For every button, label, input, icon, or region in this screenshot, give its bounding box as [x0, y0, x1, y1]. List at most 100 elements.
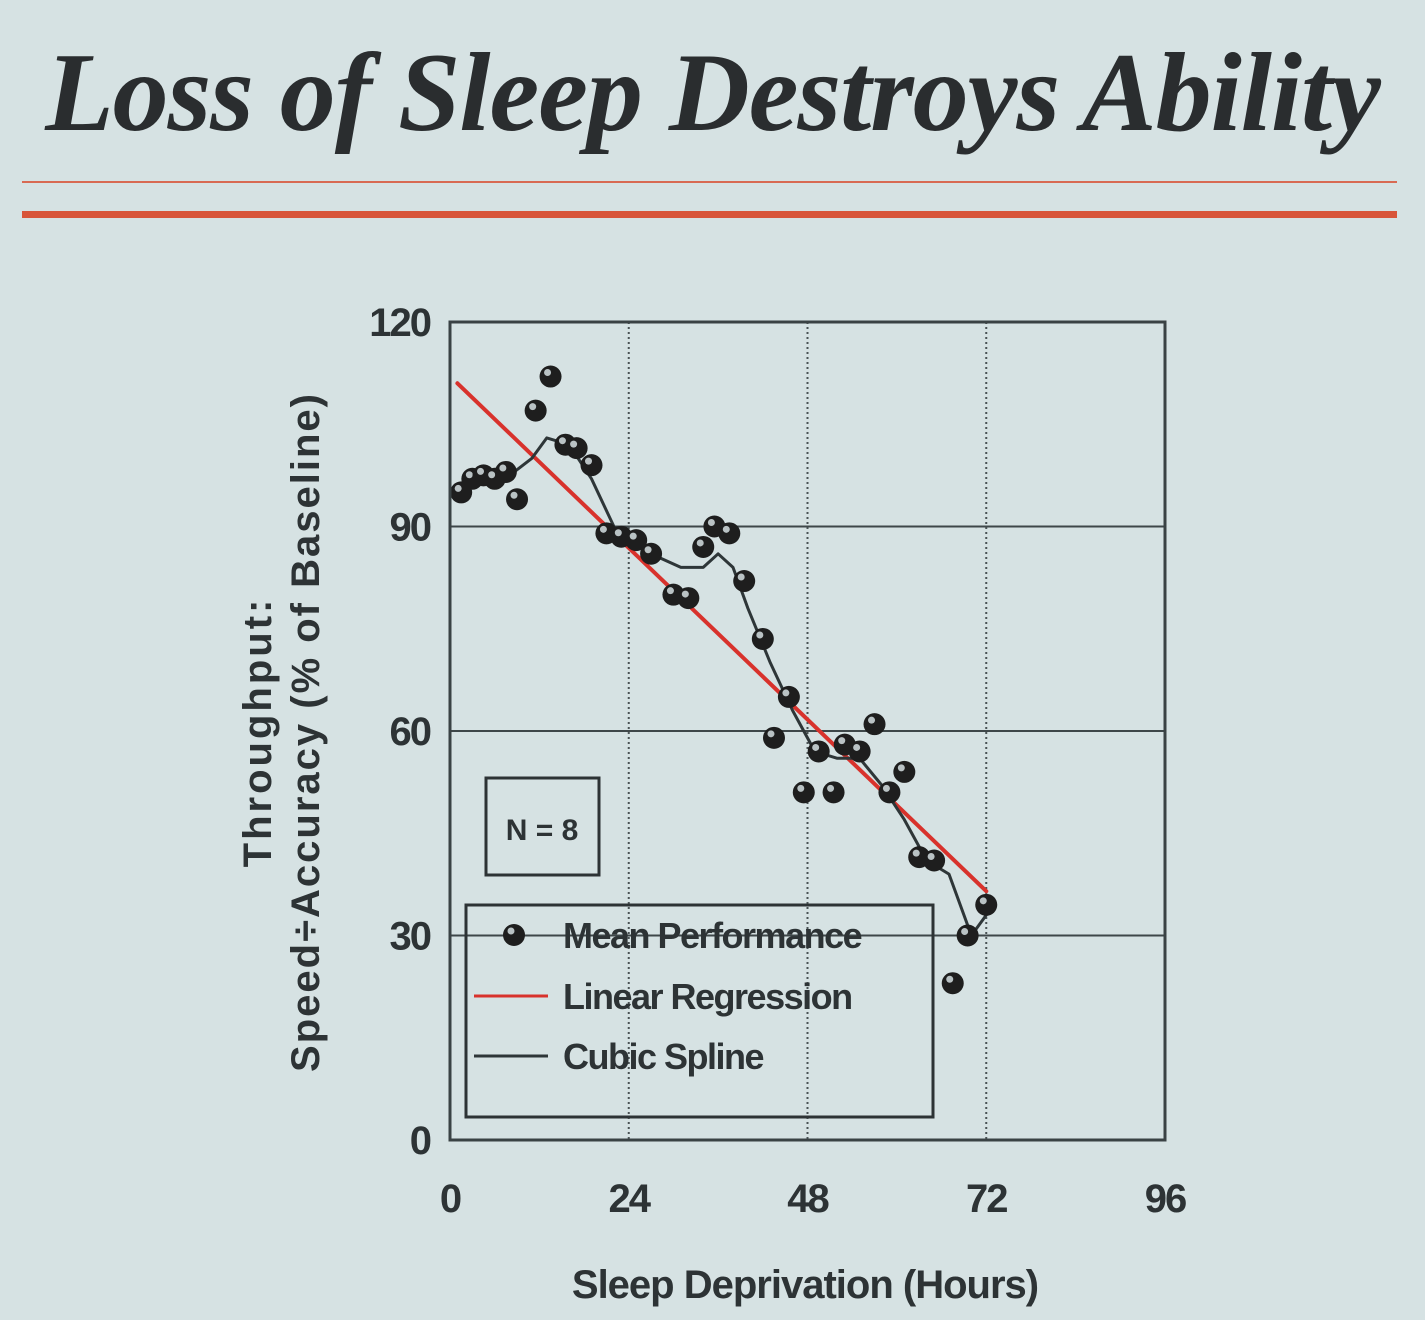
data-point-highlight [666, 587, 674, 595]
data-point-highlight [882, 784, 890, 792]
data-point-highlight [767, 730, 775, 738]
data-point [751, 627, 774, 650]
data-point [718, 522, 741, 545]
data-point [762, 726, 785, 749]
data-point-highlight [465, 471, 473, 479]
data-point-marker [878, 781, 901, 804]
data-point-marker [640, 542, 663, 565]
data-point-highlight [797, 784, 805, 792]
data-point-highlight [737, 573, 745, 581]
y-tick-90: 90 [390, 506, 431, 550]
data-point-highlight [454, 484, 462, 492]
data-point-highlight [681, 590, 689, 598]
data-point [692, 535, 715, 558]
data-point-highlight [979, 897, 987, 905]
data-point [565, 437, 588, 460]
data-point-highlight [782, 689, 790, 697]
data-point [777, 685, 800, 708]
data-point-highlight [868, 716, 876, 724]
data-point-marker [751, 627, 774, 650]
data-point-highlight [696, 539, 704, 547]
data-point [848, 740, 871, 763]
y-tick-60: 60 [390, 710, 431, 754]
sample-size-box: N = 8 [484, 776, 601, 877]
sample-size-frame [484, 776, 601, 877]
cubic-spline-line [455, 436, 988, 937]
data-point-highlight [961, 928, 969, 935]
data-point-marker [524, 399, 547, 422]
data-point-highlight [558, 437, 566, 445]
series-layer [450, 365, 998, 995]
data-point-marker [580, 454, 603, 477]
title-rule-thin [22, 181, 1397, 183]
data-point-highlight [477, 467, 485, 475]
legend-marker-mean-performance [503, 924, 525, 946]
linear-regression-line [455, 381, 989, 894]
data-point [863, 713, 886, 736]
gridlines [450, 322, 1165, 1140]
data-point-marker [956, 924, 979, 947]
slide-title: Loss of Sleep Destroys Ability [45, 31, 1381, 155]
data-point-marker [822, 781, 845, 804]
data-point-marker [863, 713, 886, 736]
y-tick-30: 30 [390, 915, 431, 959]
data-point-marker [494, 460, 517, 483]
title-rule-thick [22, 211, 1397, 218]
data-point-marker [506, 488, 529, 511]
data-point-marker [692, 535, 715, 558]
data-point-highlight [897, 764, 905, 772]
data-point-marker [762, 726, 785, 749]
data-point [539, 365, 562, 388]
data-point-highlight [585, 457, 593, 465]
data-point [822, 781, 845, 804]
data-point [941, 972, 964, 995]
x-tick-48: 48 [787, 1177, 829, 1221]
data-point [640, 542, 663, 565]
x-tick-96: 96 [1145, 1177, 1186, 1221]
legend-label-linear-regression: Linear Regression [563, 976, 852, 1017]
data-point-highlight [927, 853, 935, 861]
x-tick-72: 72 [966, 1177, 1007, 1221]
y-axis-title-line1: Throughput: [236, 597, 280, 868]
data-point-highlight [853, 743, 861, 751]
data-point-highlight [707, 519, 715, 526]
sample-size-label: N = 8 [506, 814, 579, 847]
data-point-marker [539, 365, 562, 388]
x-tick-24: 24 [609, 1177, 652, 1221]
data-point-highlight [812, 743, 820, 751]
plot-frame [448, 320, 1167, 1142]
data-point [524, 399, 547, 422]
legend: Mean Performance Linear Regression Cubic S… [464, 903, 935, 1119]
x-tick-0: 0 [440, 1177, 461, 1221]
data-point-marker [565, 437, 588, 460]
y-tick-0: 0 [410, 1119, 431, 1163]
data-point [580, 454, 603, 477]
data-point-highlight [644, 546, 652, 554]
legend-label-mean-performance: Mean Performance [563, 915, 862, 956]
tick-labels: 0 24 48 72 96 0 30 60 90 120 [369, 301, 1188, 1221]
data-point-highlight [946, 975, 954, 983]
data-point-highlight [570, 440, 578, 448]
y-tick-120: 120 [369, 301, 430, 345]
data-point-marker [975, 893, 998, 916]
data-point-marker [718, 522, 741, 545]
data-point-highlight [529, 403, 537, 411]
data-point-highlight [756, 631, 764, 639]
data-point [893, 760, 916, 783]
data-point-highlight [827, 784, 835, 792]
data-point [677, 587, 700, 610]
data-point-highlight [912, 849, 920, 857]
data-point [807, 740, 830, 763]
data-point-marker [807, 740, 830, 763]
data-point-highlight [488, 471, 496, 479]
data-point-highlight [614, 529, 622, 537]
data-point [792, 781, 815, 804]
data-point-marker [893, 760, 916, 783]
data-point [494, 460, 517, 483]
data-point [923, 849, 946, 872]
data-point-highlight [544, 369, 552, 377]
data-point [506, 488, 529, 511]
data-point [956, 924, 979, 947]
data-point-marker [848, 740, 871, 763]
legend-frame [464, 903, 935, 1119]
